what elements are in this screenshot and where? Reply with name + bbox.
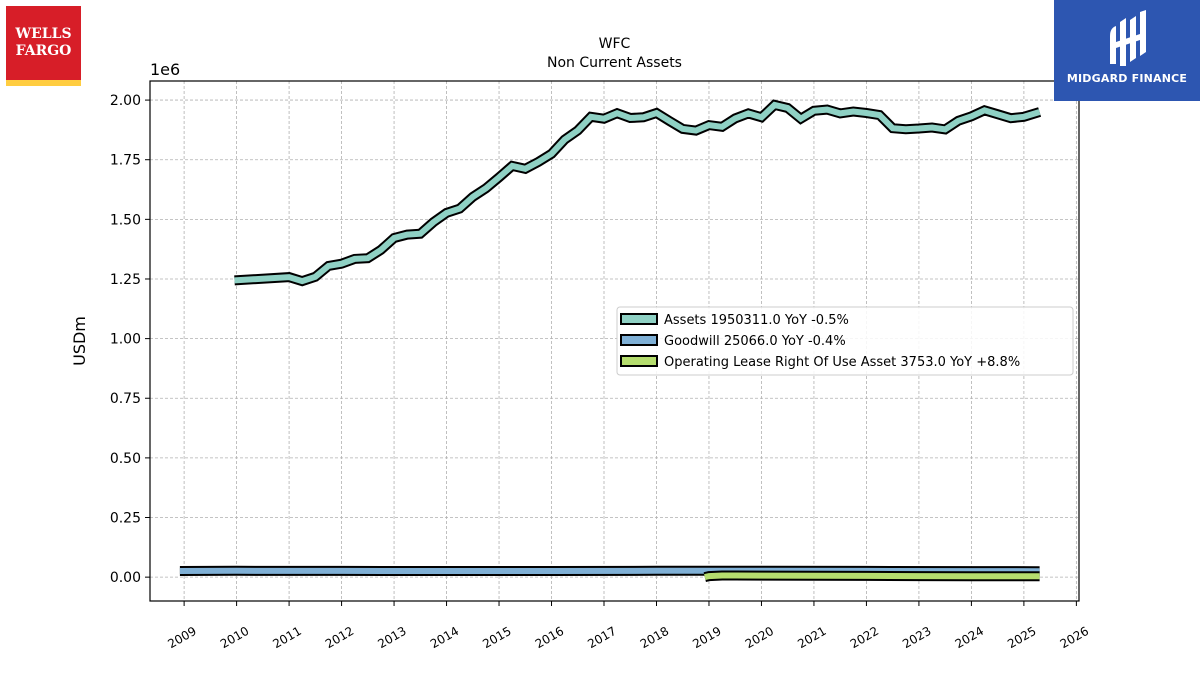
x-tick-label: 2026 xyxy=(1058,624,1091,651)
x-tick-label: 2012 xyxy=(323,624,356,651)
x-tick-label: 2010 xyxy=(218,624,251,651)
x-tick-label: 2021 xyxy=(795,624,828,651)
midgard-name: MIDGARD FINANCE xyxy=(1066,72,1188,85)
x-tick-label: 2011 xyxy=(270,624,303,651)
chart-subtitle: Non Current Assets xyxy=(547,55,682,71)
legend-label: Operating Lease Right Of Use Asset 3753.… xyxy=(664,355,1020,370)
legend-label: Goodwill 25066.0 YoY -0.4% xyxy=(664,334,846,349)
plot-frame xyxy=(149,80,1080,602)
y-axis: 0.00 0.25 0.50 0.75 1.00 1.25 1.50 1.75 2.00 xyxy=(110,93,150,586)
x-tick-label: 2017 xyxy=(585,624,618,651)
y-tick-label: 0.50 xyxy=(110,451,141,467)
y-tick-label: 0.25 xyxy=(110,511,141,527)
y-scale-label: 1e6 xyxy=(150,60,180,79)
x-tick-label: 2024 xyxy=(953,624,986,651)
series-line xyxy=(704,572,1040,581)
x-tick-label: 2025 xyxy=(1005,624,1038,651)
y-tick-label: 1.50 xyxy=(110,212,141,228)
legend-swatch xyxy=(620,313,658,325)
legend-swatch xyxy=(620,355,658,367)
y-axis-label: USDm xyxy=(70,316,89,366)
y-tick-label: 1.75 xyxy=(110,153,141,169)
chart-title: WFC xyxy=(599,36,631,52)
legend: Assets 1950311.0 YoY -0.5% Goodwill 25066… xyxy=(616,306,1074,376)
x-tick-label: 2015 xyxy=(480,624,513,651)
x-tick-label: 2020 xyxy=(743,624,776,651)
logo-gold-bar xyxy=(6,80,81,86)
x-tick-label: 2014 xyxy=(428,624,461,651)
series-assets xyxy=(234,99,1042,287)
logo-line-2: FARGO xyxy=(15,43,72,59)
wells-fargo-logo-mark: WELLS FARGO xyxy=(6,6,81,80)
wells-fargo-logo: WELLS FARGO xyxy=(6,6,81,86)
y-tick-label: 1.25 xyxy=(110,272,141,288)
legend-box xyxy=(616,306,1074,376)
y-tick-label: 0.75 xyxy=(110,391,141,407)
x-tick-label: 2016 xyxy=(533,624,566,651)
x-tick-label: 2013 xyxy=(375,624,408,651)
x-tick-label: 2009 xyxy=(165,624,198,651)
x-tick-label: 2019 xyxy=(690,624,723,651)
logo-line-1: WELLS xyxy=(15,26,72,42)
x-tick-label: 2023 xyxy=(900,624,933,651)
series-operating-lease-right-of-use-asset xyxy=(703,570,1040,582)
legend-swatch xyxy=(620,334,658,346)
x-tick-label: 2022 xyxy=(848,624,881,651)
midgard-finance-logo: MIDGARD FINANCE xyxy=(1054,0,1200,101)
y-tick-label: 1.00 xyxy=(110,332,141,348)
series-layer xyxy=(179,99,1042,582)
series-line xyxy=(234,101,1041,285)
midgard-emblem-icon xyxy=(1110,10,1146,66)
y-tick-label: 2.00 xyxy=(110,93,141,109)
legend-label: Assets 1950311.0 YoY -0.5% xyxy=(664,313,849,328)
y-tick-label: 0.00 xyxy=(110,570,141,586)
x-axis: 2009 2010 2011 2012 2013 2014 2015 2016 2017 2018… xyxy=(165,601,1091,651)
x-tick-label: 2018 xyxy=(638,624,671,651)
